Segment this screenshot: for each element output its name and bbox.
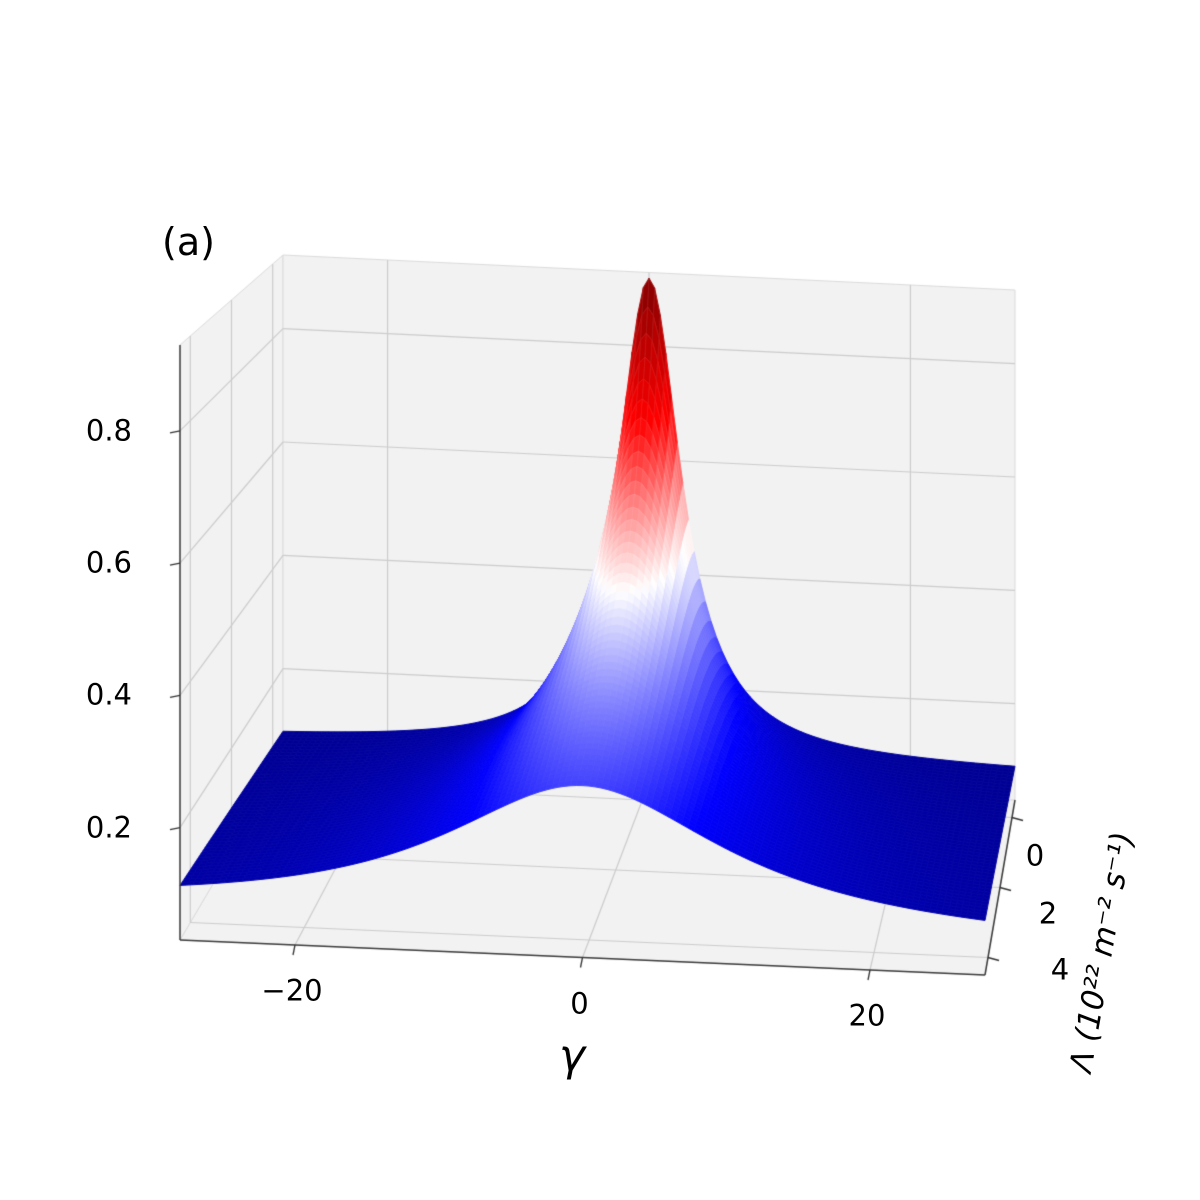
figure-3d-surface: (a) γ Λ (10²² m⁻² s⁻¹) −20 0 20 0.2 0.4 0.6 0.… (0, 0, 1200, 1200)
surface-plot-canvas (0, 0, 1200, 1200)
